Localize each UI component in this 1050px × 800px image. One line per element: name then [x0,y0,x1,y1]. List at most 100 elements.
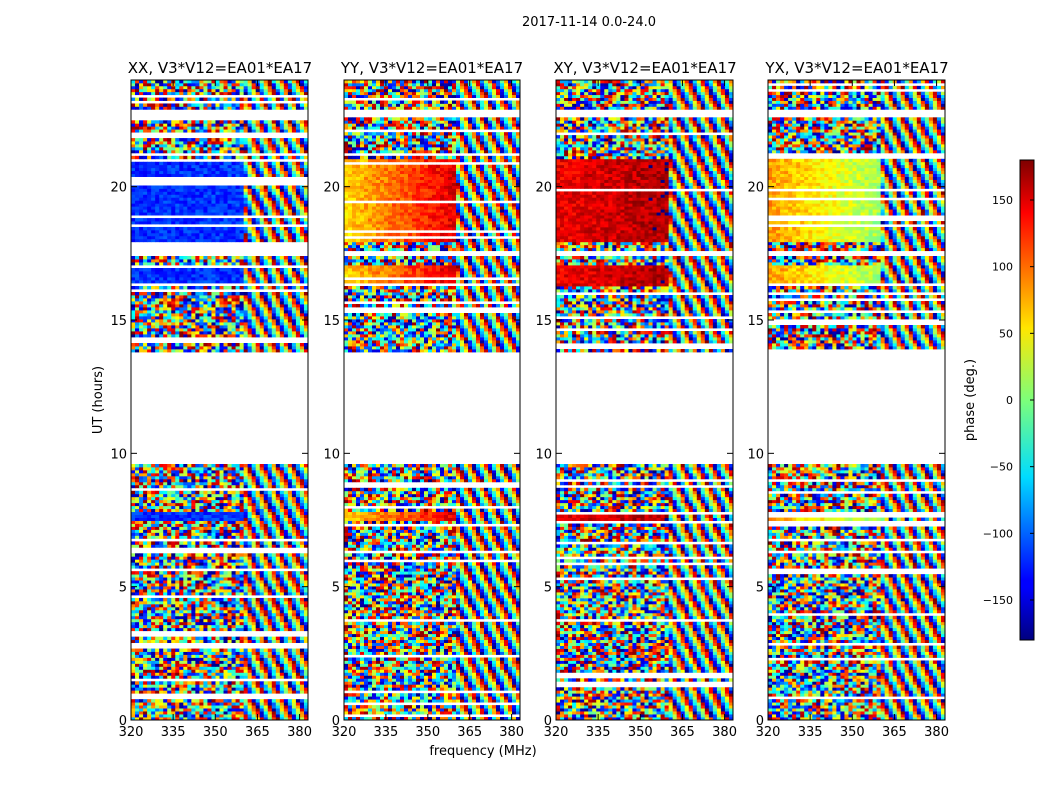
heat-cell [139,236,143,239]
heat-cell [276,524,280,527]
heat-cell [167,652,171,655]
heat-cell [240,649,244,652]
heat-cell [268,601,272,604]
heat-cell [296,322,300,325]
heat-cell [183,322,187,325]
heat-cell [276,334,280,337]
heat-cell [252,657,256,660]
heat-cell [244,212,248,215]
heat-cell [147,310,151,313]
heat-cell [179,328,183,331]
heat-cell [191,325,195,328]
heat-cell [175,586,179,589]
heat-cell [288,491,292,494]
heat-cell [191,687,195,690]
heat-cell [139,319,143,322]
heat-cell [248,316,252,319]
heat-cell [171,343,175,346]
heat-cell [240,529,244,532]
heat-cell [159,328,163,331]
heat-cell [167,479,171,482]
heat-cell [207,485,211,488]
heat-cell [296,598,300,601]
heat-cell [300,328,304,331]
heat-cell [220,708,224,711]
heat-cell [151,292,155,295]
heat-cell [256,619,260,622]
heat-cell [203,346,207,349]
heat-cell [300,669,304,672]
heat-cell [207,652,211,655]
heat-cell [135,479,139,482]
heat-cell [224,518,228,521]
heat-cell [147,652,151,655]
heat-cell [228,295,232,298]
heat-cell [199,711,203,714]
heat-cell [236,464,240,467]
heat-cell [236,331,240,334]
heat-cell [171,203,175,206]
heat-cell [300,649,304,652]
heat-cell [292,652,296,655]
heat-cell [135,464,139,467]
heat-cell [135,577,139,580]
heat-cell [272,206,276,209]
heat-cell [183,586,187,589]
heat-cell [296,580,300,583]
heat-cell [147,503,151,506]
heat-cell [139,497,143,500]
heat-cell [167,521,171,524]
heat-cell [232,473,236,476]
heat-cell [171,580,175,583]
heat-cell [207,479,211,482]
heat-cell [175,304,179,307]
heat-cell [248,622,252,625]
heat-cell [215,233,219,236]
heat-cell [264,331,268,334]
heat-cell [280,197,284,200]
heat-cell [256,690,260,693]
heat-cell [288,527,292,530]
heat-cell [195,580,199,583]
heat-cell [288,577,292,580]
heat-cell [260,292,264,295]
heat-cell [292,705,296,708]
heat-cell [288,583,292,586]
heat-cell [167,687,171,690]
heat-cell [175,669,179,672]
heat-cell [300,280,304,283]
heat-cell [224,669,228,672]
heat-cell [155,197,159,200]
heat-cell [175,227,179,230]
heat-cell [163,660,167,663]
heat-cell [199,541,203,544]
heat-cell [215,527,219,530]
heat-cell [195,209,199,212]
heat-cell [288,346,292,349]
heat-cell [240,711,244,714]
heat-cell [211,565,215,568]
heat-cell [224,556,228,559]
heat-cell [207,669,211,672]
heat-cell [244,541,248,544]
heat-cell [268,218,272,221]
heat-cell [199,577,203,580]
heat-cell [159,592,163,595]
heat-cell [272,622,276,625]
heat-cell [292,485,296,488]
heat-cell [135,622,139,625]
heat-cell [135,535,139,538]
heat-cell [264,553,268,556]
heat-cell [155,334,159,337]
heat-cell [171,583,175,586]
heat-cell [139,583,143,586]
heat-cell [203,239,207,242]
heat-cell [163,325,167,328]
heat-cell [131,657,135,660]
heat-cell [292,708,296,711]
heat-cell [244,640,248,643]
heat-cell [280,669,284,672]
heat-cell [199,669,203,672]
heat-cell [187,601,191,604]
heat-cell [151,197,155,200]
